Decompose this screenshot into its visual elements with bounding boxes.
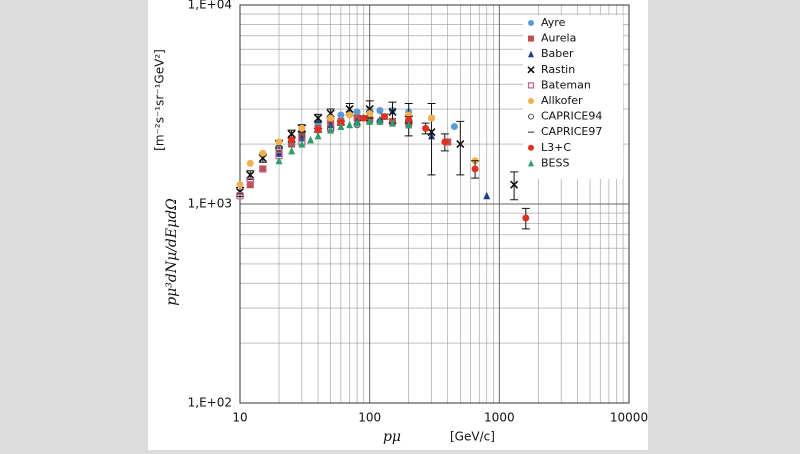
point <box>471 165 479 173</box>
y-unit: [m⁻²s⁻¹sr⁻¹GeV²] <box>153 49 167 151</box>
point <box>314 126 322 134</box>
plot-frame <box>239 4 630 404</box>
point <box>388 107 397 117</box>
point <box>450 123 458 131</box>
point <box>314 114 323 123</box>
point <box>380 113 388 121</box>
legend-label: CAPRICE97 <box>541 125 602 138</box>
point <box>456 140 465 149</box>
y-tick-label: 1,E+03 <box>188 197 232 211</box>
legend-marker <box>528 20 534 26</box>
legend-marker <box>528 113 534 120</box>
point <box>314 131 322 140</box>
legend-label: Rastin <box>541 63 575 76</box>
legend-label: L3+C <box>541 141 571 154</box>
point <box>441 138 449 146</box>
point <box>337 111 345 119</box>
point <box>405 120 413 129</box>
point <box>345 104 354 114</box>
point <box>327 114 335 122</box>
point <box>288 136 296 144</box>
x-tick-label: 10 <box>232 411 247 425</box>
legend-label: Allkofer <box>541 94 583 107</box>
point <box>236 192 244 200</box>
point <box>246 177 254 185</box>
point <box>275 138 283 146</box>
point <box>298 124 306 132</box>
point <box>428 114 436 122</box>
point <box>510 180 519 189</box>
legend-label: Baber <box>541 47 574 60</box>
x-label: pμ <box>383 429 401 445</box>
point <box>405 116 413 124</box>
y-tick-label: 1,E+02 <box>188 396 232 410</box>
legend-label: Aurela <box>541 32 576 45</box>
point <box>483 191 491 200</box>
point <box>346 111 354 119</box>
point <box>366 109 374 117</box>
point <box>288 146 296 155</box>
point <box>353 119 361 127</box>
x-tick-label: 100 <box>358 411 381 425</box>
legend-marker <box>528 35 534 42</box>
point <box>366 117 374 125</box>
error-bar <box>456 120 465 176</box>
point <box>236 181 244 189</box>
x-unit: [GeV/c] <box>450 430 495 444</box>
legend-label: CAPRICE94 <box>541 110 602 123</box>
legend-label: Ayre <box>541 16 566 29</box>
point <box>259 149 267 157</box>
x-tick-label: 10000 <box>610 411 648 425</box>
point <box>376 117 384 125</box>
legend-marker <box>527 82 535 89</box>
point <box>327 126 335 134</box>
point <box>259 165 267 173</box>
point <box>346 120 354 129</box>
x-tick-label: 1000 <box>484 411 515 425</box>
point <box>246 170 255 179</box>
point <box>353 108 361 116</box>
point <box>259 165 267 173</box>
point <box>337 122 345 131</box>
point <box>298 132 306 140</box>
y-tick-label: 1,E+04 <box>188 0 232 12</box>
point <box>376 107 384 115</box>
point <box>388 119 396 127</box>
point <box>360 114 368 122</box>
point <box>275 156 283 165</box>
point <box>287 129 296 138</box>
point <box>246 159 254 167</box>
point <box>522 214 530 222</box>
point <box>307 135 315 144</box>
legend-marker <box>528 98 534 104</box>
legend-marker <box>527 66 535 74</box>
point <box>275 145 283 153</box>
legend-label: Bateman <box>541 78 591 91</box>
legend-marker <box>528 50 534 58</box>
point <box>298 140 306 148</box>
point <box>235 187 245 196</box>
y-label: pμ³dNμ/dEμdΩ <box>164 198 180 306</box>
legend-marker <box>528 144 534 151</box>
legend-box <box>523 15 623 179</box>
point <box>327 120 335 129</box>
legend-marker <box>528 159 534 167</box>
point <box>422 124 430 132</box>
legend-label: BESS <box>541 156 569 169</box>
